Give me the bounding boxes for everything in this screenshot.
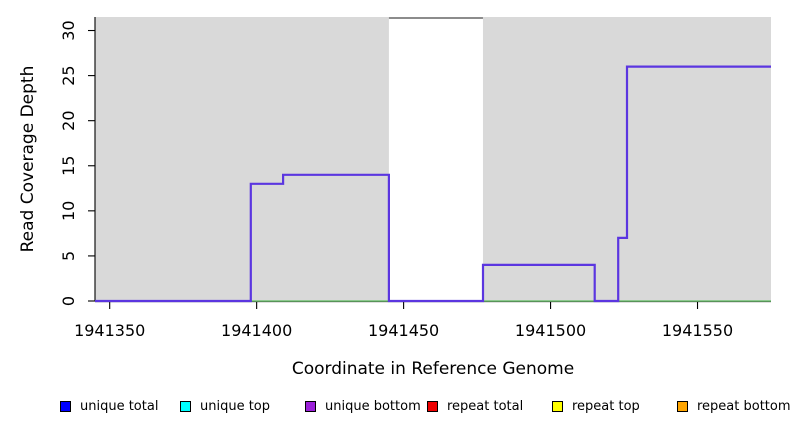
- legend-label: unique top: [200, 398, 271, 414]
- legend-swatch-icon: [305, 400, 316, 412]
- y-axis-tick-label: 20: [59, 111, 78, 131]
- legend-item-repeat-top: repeat top: [552, 397, 640, 415]
- x-axis-tick-label: 1941350: [74, 321, 145, 340]
- legend-item-unique-bottom: unique bottom: [305, 397, 421, 415]
- y-axis-tick-label: 25: [59, 65, 78, 85]
- legend: unique total unique top unique bottom repea…: [0, 397, 792, 417]
- legend-item-unique-top: unique top: [180, 397, 270, 415]
- legend-swatch-icon: [677, 400, 688, 412]
- coverage-step-line: [95, 65, 771, 303]
- y-axis-tick-label: 5: [59, 251, 78, 261]
- legend-label: repeat bottom: [697, 398, 791, 414]
- legend-swatch-icon: [60, 400, 71, 412]
- y-axis-tick-label: 0: [59, 296, 78, 306]
- x-axis-tick-label: 1941400: [221, 321, 292, 340]
- y-axis-tick-label: 10: [59, 201, 78, 221]
- y-axis-tick-label: 15: [59, 156, 78, 176]
- x-axis-tick-label: 1941500: [515, 321, 586, 340]
- x-axis-tick-label: 1941450: [368, 321, 439, 340]
- legend-label: unique total: [80, 398, 159, 414]
- legend-label: repeat total: [447, 398, 524, 414]
- legend-swatch-icon: [427, 400, 438, 412]
- unique-mappability-region: [95, 17, 389, 301]
- x-axis-title: Coordinate in Reference Genome: [291, 359, 575, 379]
- legend-swatch-icon: [180, 400, 191, 412]
- x-axis-tick-label: 1941550: [662, 321, 733, 340]
- legend-label: unique bottom: [325, 398, 421, 414]
- legend-item-repeat-bottom: repeat bottom: [677, 397, 791, 415]
- legend-item-repeat-total: repeat total: [427, 397, 523, 415]
- y-axis-title: Read Coverage Depth: [18, 65, 38, 253]
- legend-item-unique-total: unique total: [60, 397, 158, 415]
- legend-label: repeat top: [572, 398, 640, 414]
- y-axis-tick-label: 30: [59, 20, 78, 40]
- legend-swatch-icon: [552, 400, 563, 412]
